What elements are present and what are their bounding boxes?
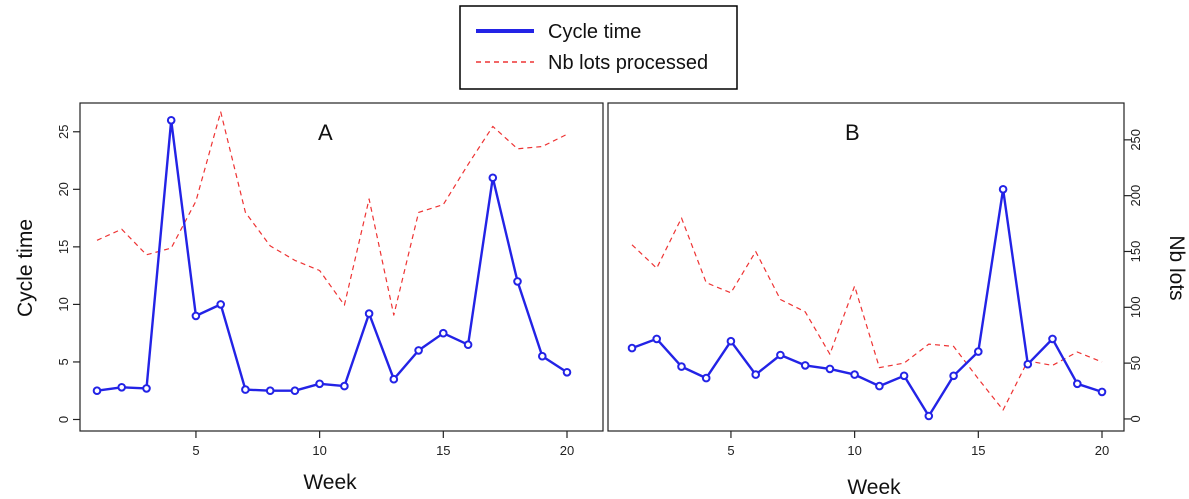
panel-b-right-axis: 0 50 100 150 200 250 [1124, 129, 1143, 423]
panel-a-y-tick-label-15: 15 [56, 240, 71, 254]
panel-a-cycle-time-point-17 [490, 175, 497, 182]
panel-a-cycle-time-point-20 [564, 369, 571, 376]
panel-a-cycle-time-point-11 [341, 383, 348, 390]
panel-a-cycle-time-point-10 [316, 381, 323, 388]
panel-a: A 0 5 10 15 20 25 5 10 15 20 [56, 103, 603, 458]
panel-a-cycle-time-point-15 [440, 330, 447, 337]
panel-b-y2-tick-label-200: 200 [1128, 185, 1143, 207]
panel-b-cycle-time-point-8 [802, 362, 809, 369]
panel-a-cycle-time-point-16 [465, 341, 472, 348]
panel-a-x-tick-label-10: 10 [312, 443, 326, 458]
panel-a-y-tick-label-0: 0 [56, 416, 71, 423]
panel-b-x-tick-label-5: 5 [727, 443, 734, 458]
panel-b-frame [608, 103, 1124, 431]
panel-a-cycle-time-point-8 [267, 387, 274, 394]
panel-b-cycle-time-point-4 [703, 375, 710, 382]
panel-b-cycle-time-point-16 [1000, 186, 1007, 193]
panel-b-x-tick-label-15: 15 [971, 443, 985, 458]
panel-b-cycle-time-point-5 [728, 338, 735, 345]
y-axis-title-left: Cycle time [14, 219, 37, 317]
panel-b-cycle-time-point-3 [678, 363, 685, 370]
panel-b-cycle-time-point-13 [926, 413, 933, 420]
panel-a-y-tick-label-25: 25 [56, 125, 71, 139]
panel-a-x-tick-label-5: 5 [192, 443, 199, 458]
panel-a-cycle-time-point-9 [292, 387, 299, 394]
panel-b-cycle-time-point-18 [1049, 336, 1056, 343]
y-axis-title-right: Nb lots [1165, 235, 1188, 300]
panel-a-cycle-time-point-6 [217, 301, 224, 308]
panel-a-cycle-time-point-3 [143, 385, 150, 392]
x-axis-title-a: Week [303, 471, 357, 494]
panel-b-cycle-time-point-6 [752, 371, 759, 378]
panel-b-cycle-time-point-2 [653, 336, 660, 343]
panel-a-y-axis: 0 5 10 15 20 25 [56, 125, 80, 424]
panel-b-cycle-time-series [629, 186, 1106, 419]
panel-b-cycle-time-point-17 [1025, 361, 1032, 368]
panel-b-cycle-time-point-14 [950, 373, 957, 380]
panel-a-y-tick-label-10: 10 [56, 297, 71, 311]
panel-a-cycle-time-point-13 [391, 376, 398, 383]
panel-a-y-tick-label-20: 20 [56, 182, 71, 196]
panel-a-cycle-time-point-5 [193, 313, 200, 320]
panel-a-cycle-time-point-4 [168, 117, 175, 124]
legend-label-nb-lots: Nb lots processed [548, 52, 708, 74]
panel-b-y2-tick-label-0: 0 [1128, 415, 1143, 422]
panel-b-x-axis: 5 10 15 20 [727, 431, 1109, 458]
panel-b-y2-tick-label-100: 100 [1128, 296, 1143, 318]
panel-a-cycle-time-point-2 [118, 384, 125, 391]
legend-label-cycle-time: Cycle time [548, 21, 641, 43]
legend: Cycle time Nb lots processed [460, 6, 737, 89]
panel-b-label: B [845, 120, 860, 145]
panel-a-cycle-time-point-1 [94, 387, 101, 394]
panel-b-y2-tick-label-50: 50 [1128, 356, 1143, 370]
panel-a-cycle-time-point-14 [415, 347, 422, 354]
panel-a-x-tick-label-20: 20 [560, 443, 574, 458]
panel-a-cycle-time-point-18 [514, 278, 521, 285]
panel-b-x-tick-label-20: 20 [1095, 443, 1109, 458]
panel-a-cycle-time-series [94, 117, 571, 394]
panel-b-cycle-time-point-1 [629, 345, 636, 352]
panel-b-cycle-time-point-20 [1099, 389, 1106, 396]
panel-b-y2-tick-label-150: 150 [1128, 241, 1143, 263]
panel-a-cycle-time-point-19 [539, 353, 546, 360]
panel-b-cycle-time-point-12 [901, 373, 908, 380]
panel-a-y-tick-label-5: 5 [56, 358, 71, 365]
panel-b-cycle-time-point-7 [777, 352, 784, 359]
panel-b-cycle-time-line [632, 189, 1102, 416]
panel-a-x-axis: 5 10 15 20 [192, 431, 574, 458]
panel-b: B 0 50 100 150 200 250 5 10 15 20 [608, 103, 1143, 458]
panel-a-cycle-time-point-12 [366, 310, 373, 317]
panel-a-cycle-time-point-7 [242, 386, 249, 393]
panel-a-cycle-time-line [97, 120, 567, 390]
panel-b-x-tick-label-10: 10 [847, 443, 861, 458]
panel-b-cycle-time-point-11 [876, 383, 883, 390]
x-axis-title-b: Week [847, 476, 901, 499]
panel-a-label: A [318, 120, 333, 145]
panel-b-cycle-time-point-10 [851, 371, 858, 378]
panel-b-cycle-time-point-15 [975, 348, 982, 355]
panel-b-y2-tick-label-250: 250 [1128, 129, 1143, 151]
panel-b-cycle-time-point-19 [1074, 381, 1081, 388]
legend-box [460, 6, 737, 89]
panel-b-cycle-time-point-9 [827, 366, 834, 373]
panel-a-x-tick-label-15: 15 [436, 443, 450, 458]
